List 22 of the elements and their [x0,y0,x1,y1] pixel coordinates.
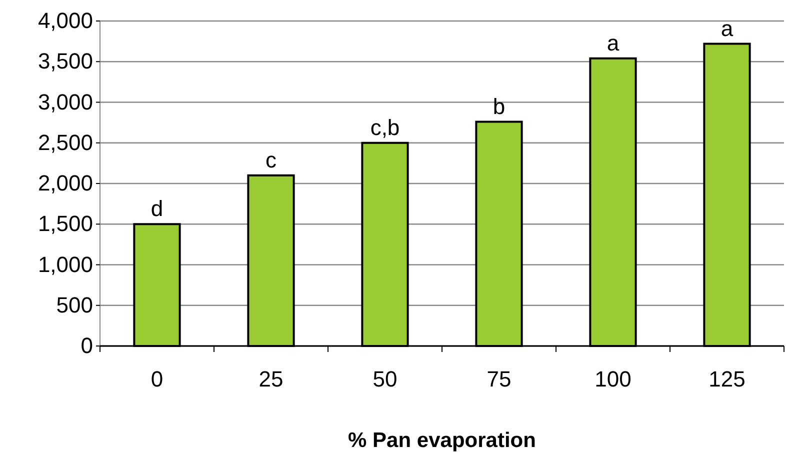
y-tick-label: 500 [56,292,93,318]
annotation: a [606,30,620,56]
x-axis-title: % Pan evaporation [348,429,536,452]
y-tick-label: 4,000 [38,8,93,34]
annotation: c,b [370,114,400,140]
x-tick-label: 75 [486,366,512,392]
annotation: d [150,196,164,222]
x-tick-label: 100 [594,366,632,392]
y-tick-label: 1,000 [38,252,93,277]
annotation: b [492,94,506,119]
annotation: c [266,147,276,172]
y-tick-label: 1,500 [38,211,93,236]
y-tick-label: 2,000 [38,170,93,196]
annotation: a [720,16,734,41]
y-tick-label: 3,000 [38,89,93,114]
y-tick-label: 0 [80,333,93,358]
x-tick-label: 125 [708,366,746,392]
y-tick-label: 2,500 [38,130,93,155]
x-tick-label: 25 [258,366,284,392]
y-tick-label: 3,500 [38,48,93,74]
x-tick-label: 0 [150,366,164,392]
x-tick-label: 50 [372,366,398,392]
